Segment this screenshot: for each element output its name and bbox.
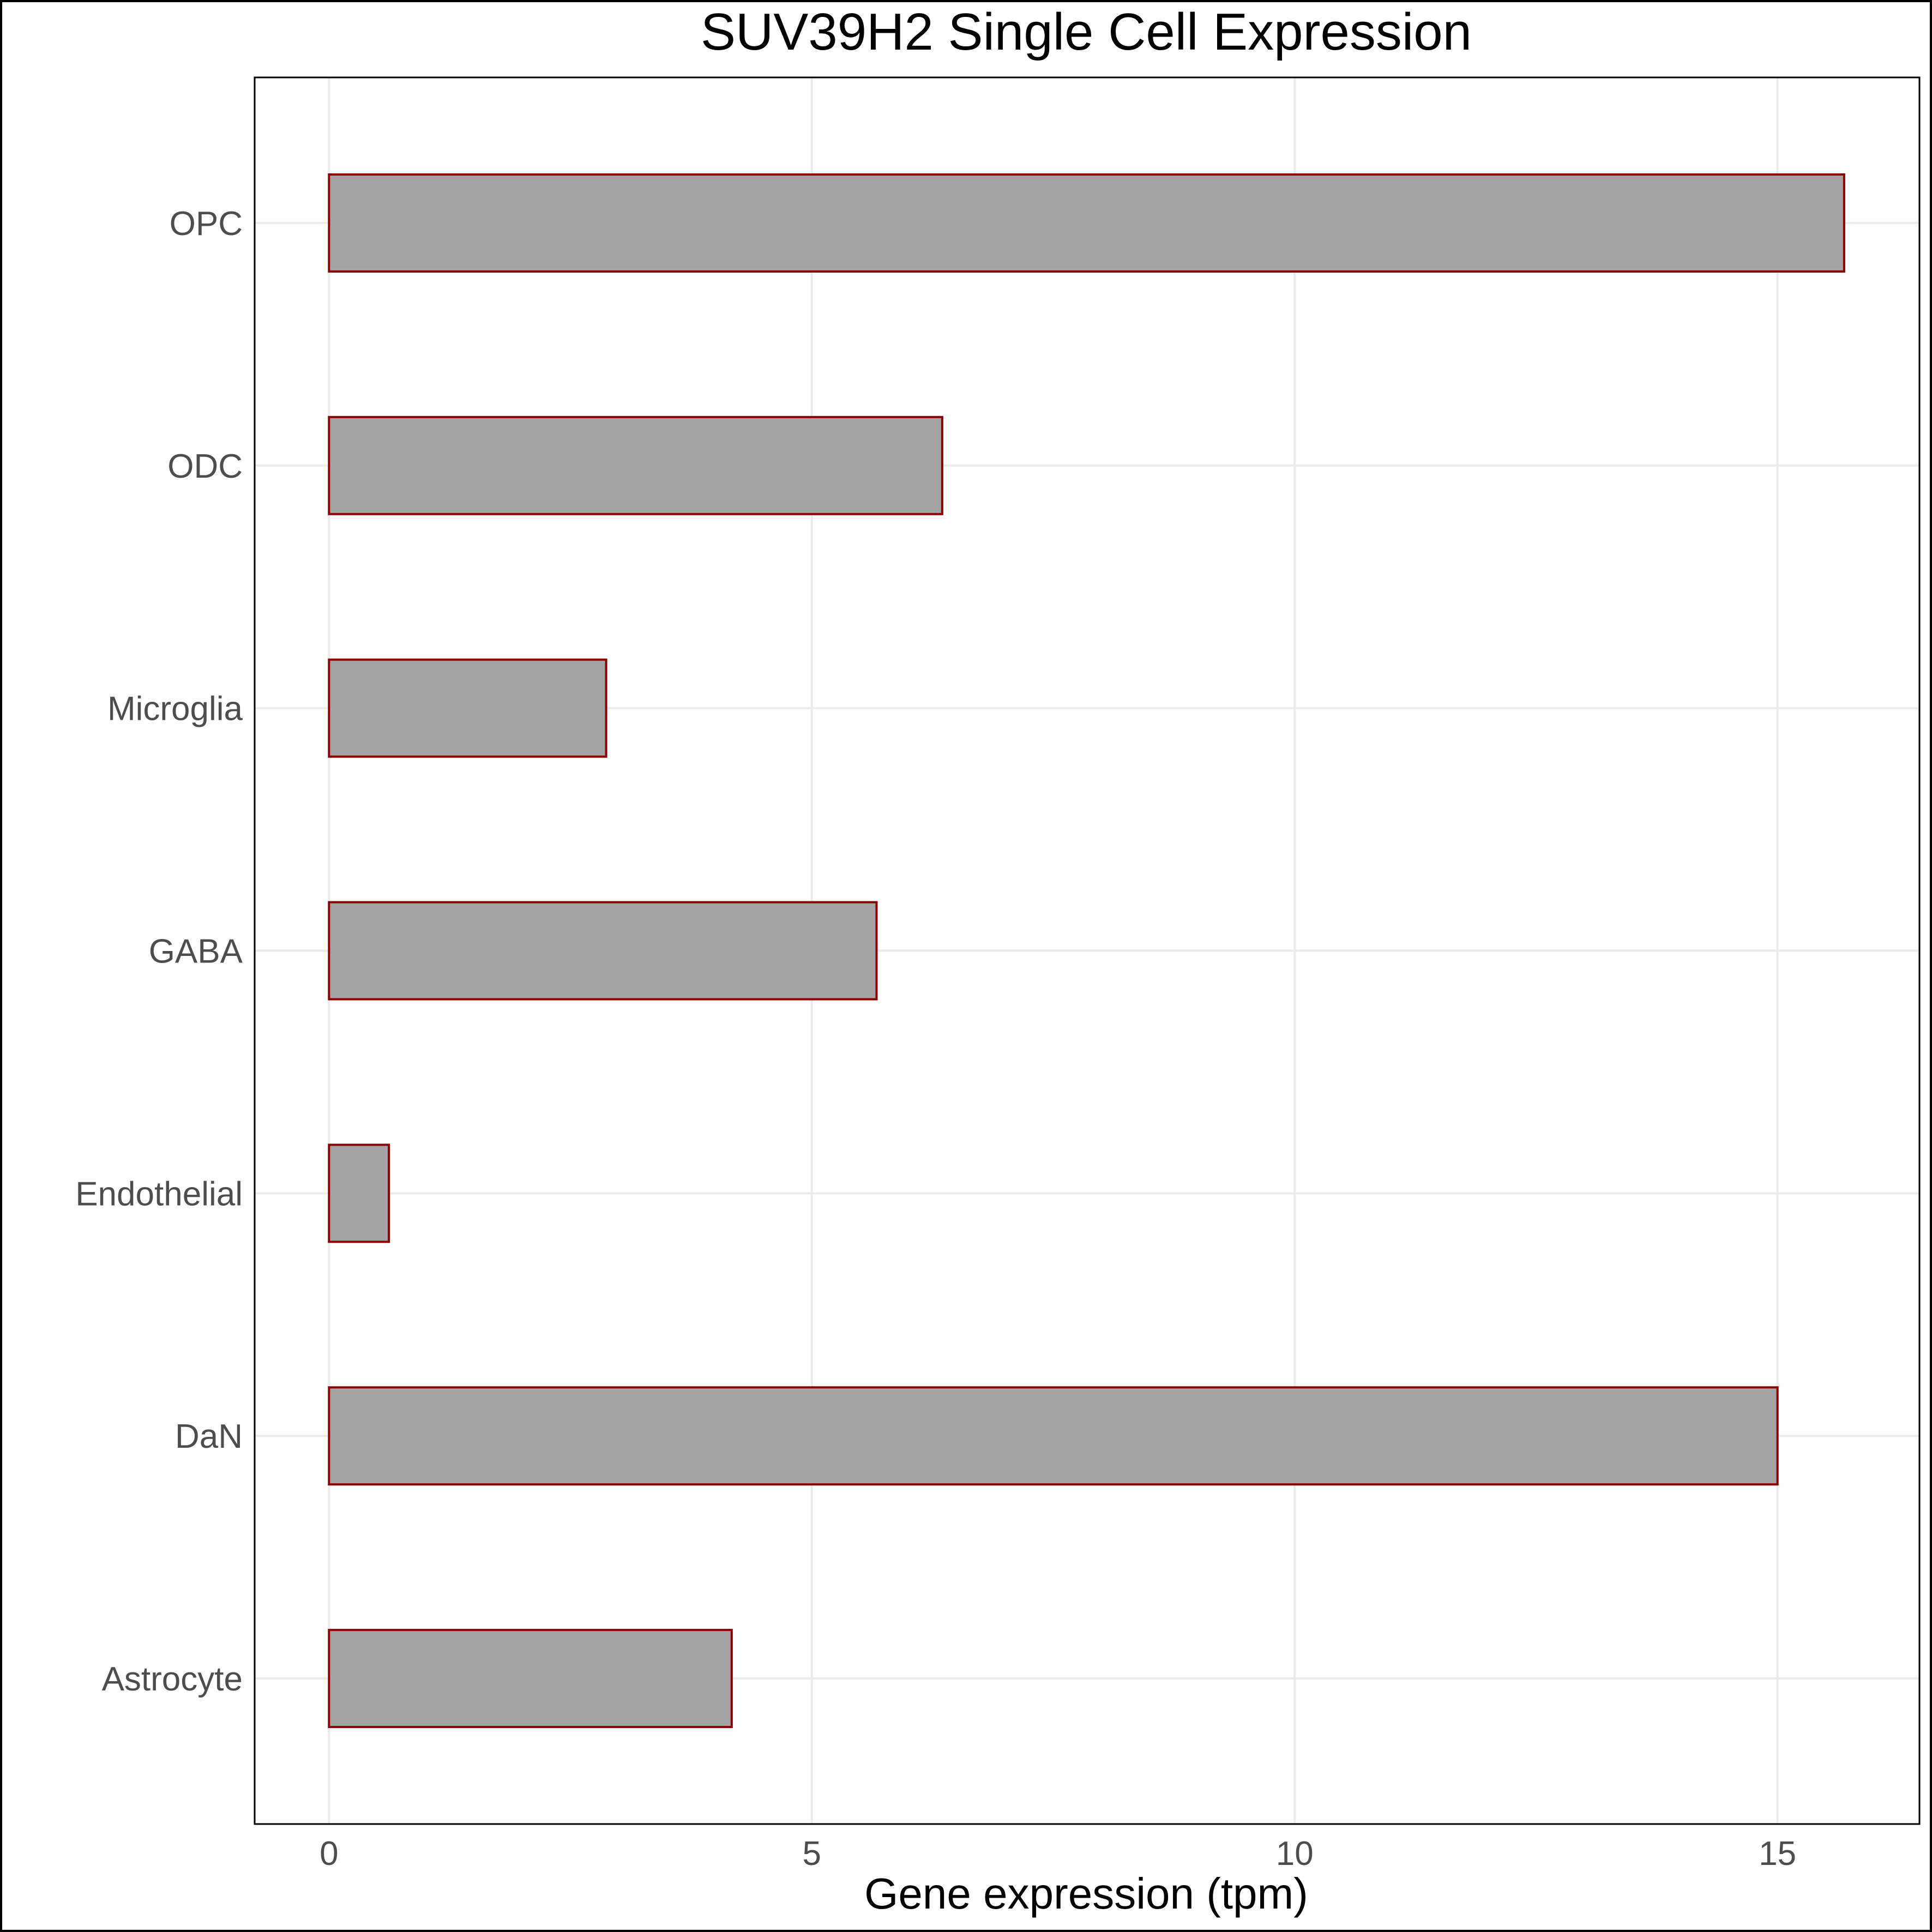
x-tick-label: 5 (803, 1835, 821, 1873)
x-tick-label: 0 (320, 1835, 338, 1873)
chart-title: SUV39H2 Single Cell Expression (701, 3, 1472, 61)
y-tick-label: GABA (149, 933, 243, 971)
x-tick-labels: 0 5 10 15 (320, 1835, 1796, 1873)
x-axis-title: Gene expression (tpm) (864, 1869, 1308, 1918)
bar (328, 1629, 733, 1729)
x-tick-label: 10 (1276, 1835, 1314, 1873)
y-tick-label: OPC (170, 205, 243, 243)
y-tick-labels: Astrocyte DaN Endothelial GABA Microglia ODC O… (75, 205, 243, 1698)
plot-panel-border (254, 76, 1921, 1825)
x-tick-label: 15 (1759, 1835, 1796, 1873)
bar (328, 1386, 1779, 1486)
bar (328, 173, 1845, 273)
y-tick-label: Astrocyte (102, 1660, 243, 1698)
y-tick-label: Microglia (107, 690, 243, 728)
bar (328, 1143, 390, 1243)
bar (328, 416, 943, 515)
y-tick-label: Endothelial (75, 1175, 243, 1213)
bar (328, 658, 607, 758)
y-tick-label: DaN (175, 1418, 243, 1455)
y-tick-label: ODC (167, 448, 243, 485)
bar (328, 901, 878, 1001)
bars-layer (328, 173, 1845, 1729)
